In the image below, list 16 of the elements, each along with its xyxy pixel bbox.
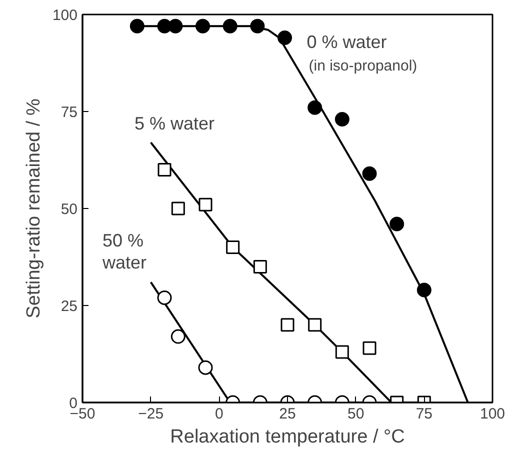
x-tick-label: 50 — [347, 406, 364, 422]
series-label: 50 % water — [102, 230, 147, 273]
y-tick-label: 0 — [69, 395, 78, 412]
y-tick-label: 50 — [60, 201, 78, 218]
x-axis-title: Relaxation temperature / °C — [170, 426, 405, 448]
x-tick-label: 75 — [416, 406, 433, 422]
x-tick-label: −25 — [138, 406, 164, 422]
y-tick-label: 75 — [60, 104, 78, 121]
y-axis-title: Setting-ratio remained / % — [23, 98, 44, 318]
y-tick-label: 100 — [52, 7, 78, 24]
x-tick-label: 100 — [480, 406, 506, 422]
text: 5 % water — [134, 114, 215, 134]
series-label: 0 % water (in iso-propanol) — [306, 32, 418, 74]
x-tick-label: 0 — [214, 406, 224, 422]
y-tick-label: 25 — [60, 298, 78, 315]
x-tick-label: 25 — [279, 406, 296, 422]
